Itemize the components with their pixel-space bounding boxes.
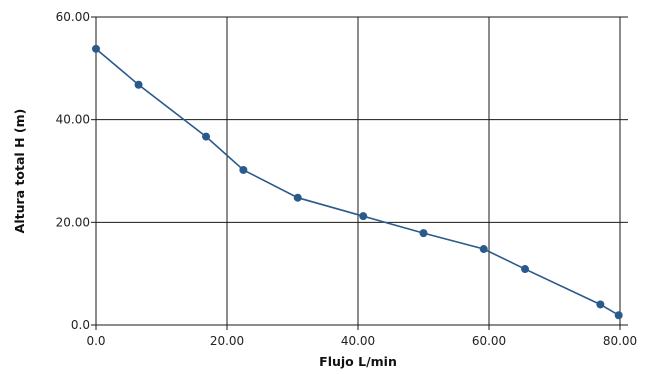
x-tick-label: 80.00	[603, 334, 637, 348]
x-tick-label: 0.0	[86, 334, 105, 348]
data-point	[134, 80, 143, 89]
data-point	[359, 212, 368, 221]
x-tick-label: 40.00	[341, 334, 375, 348]
data-point	[293, 193, 302, 202]
y-tick-label: 40.00	[56, 113, 90, 127]
x-tick-label: 60.00	[472, 334, 506, 348]
y-tick-labels: 0.0 20.00 40.00 60.00	[56, 10, 90, 332]
x-axis-title: Flujo L/min	[319, 354, 397, 369]
y-tick-label: 0.0	[71, 318, 90, 332]
x-tick-labels: 0.0 20.00 40.00 60.00 80.00	[86, 334, 637, 348]
grid	[95, 16, 621, 326]
data-point	[521, 265, 530, 274]
data-point	[614, 311, 623, 320]
data-point	[239, 165, 248, 174]
series-layer	[92, 44, 623, 320]
data-point	[479, 245, 488, 254]
y-tick-label: 60.00	[56, 10, 90, 24]
data-point	[419, 229, 428, 238]
x-tick-label: 20.00	[210, 334, 244, 348]
y-axis-title: Altura total H (m)	[12, 109, 27, 234]
data-point	[92, 44, 100, 53]
tick-marks	[91, 16, 628, 330]
data-point	[202, 132, 211, 141]
data-point	[596, 300, 605, 309]
y-tick-label: 20.00	[56, 215, 90, 229]
series-line	[95, 48, 620, 316]
